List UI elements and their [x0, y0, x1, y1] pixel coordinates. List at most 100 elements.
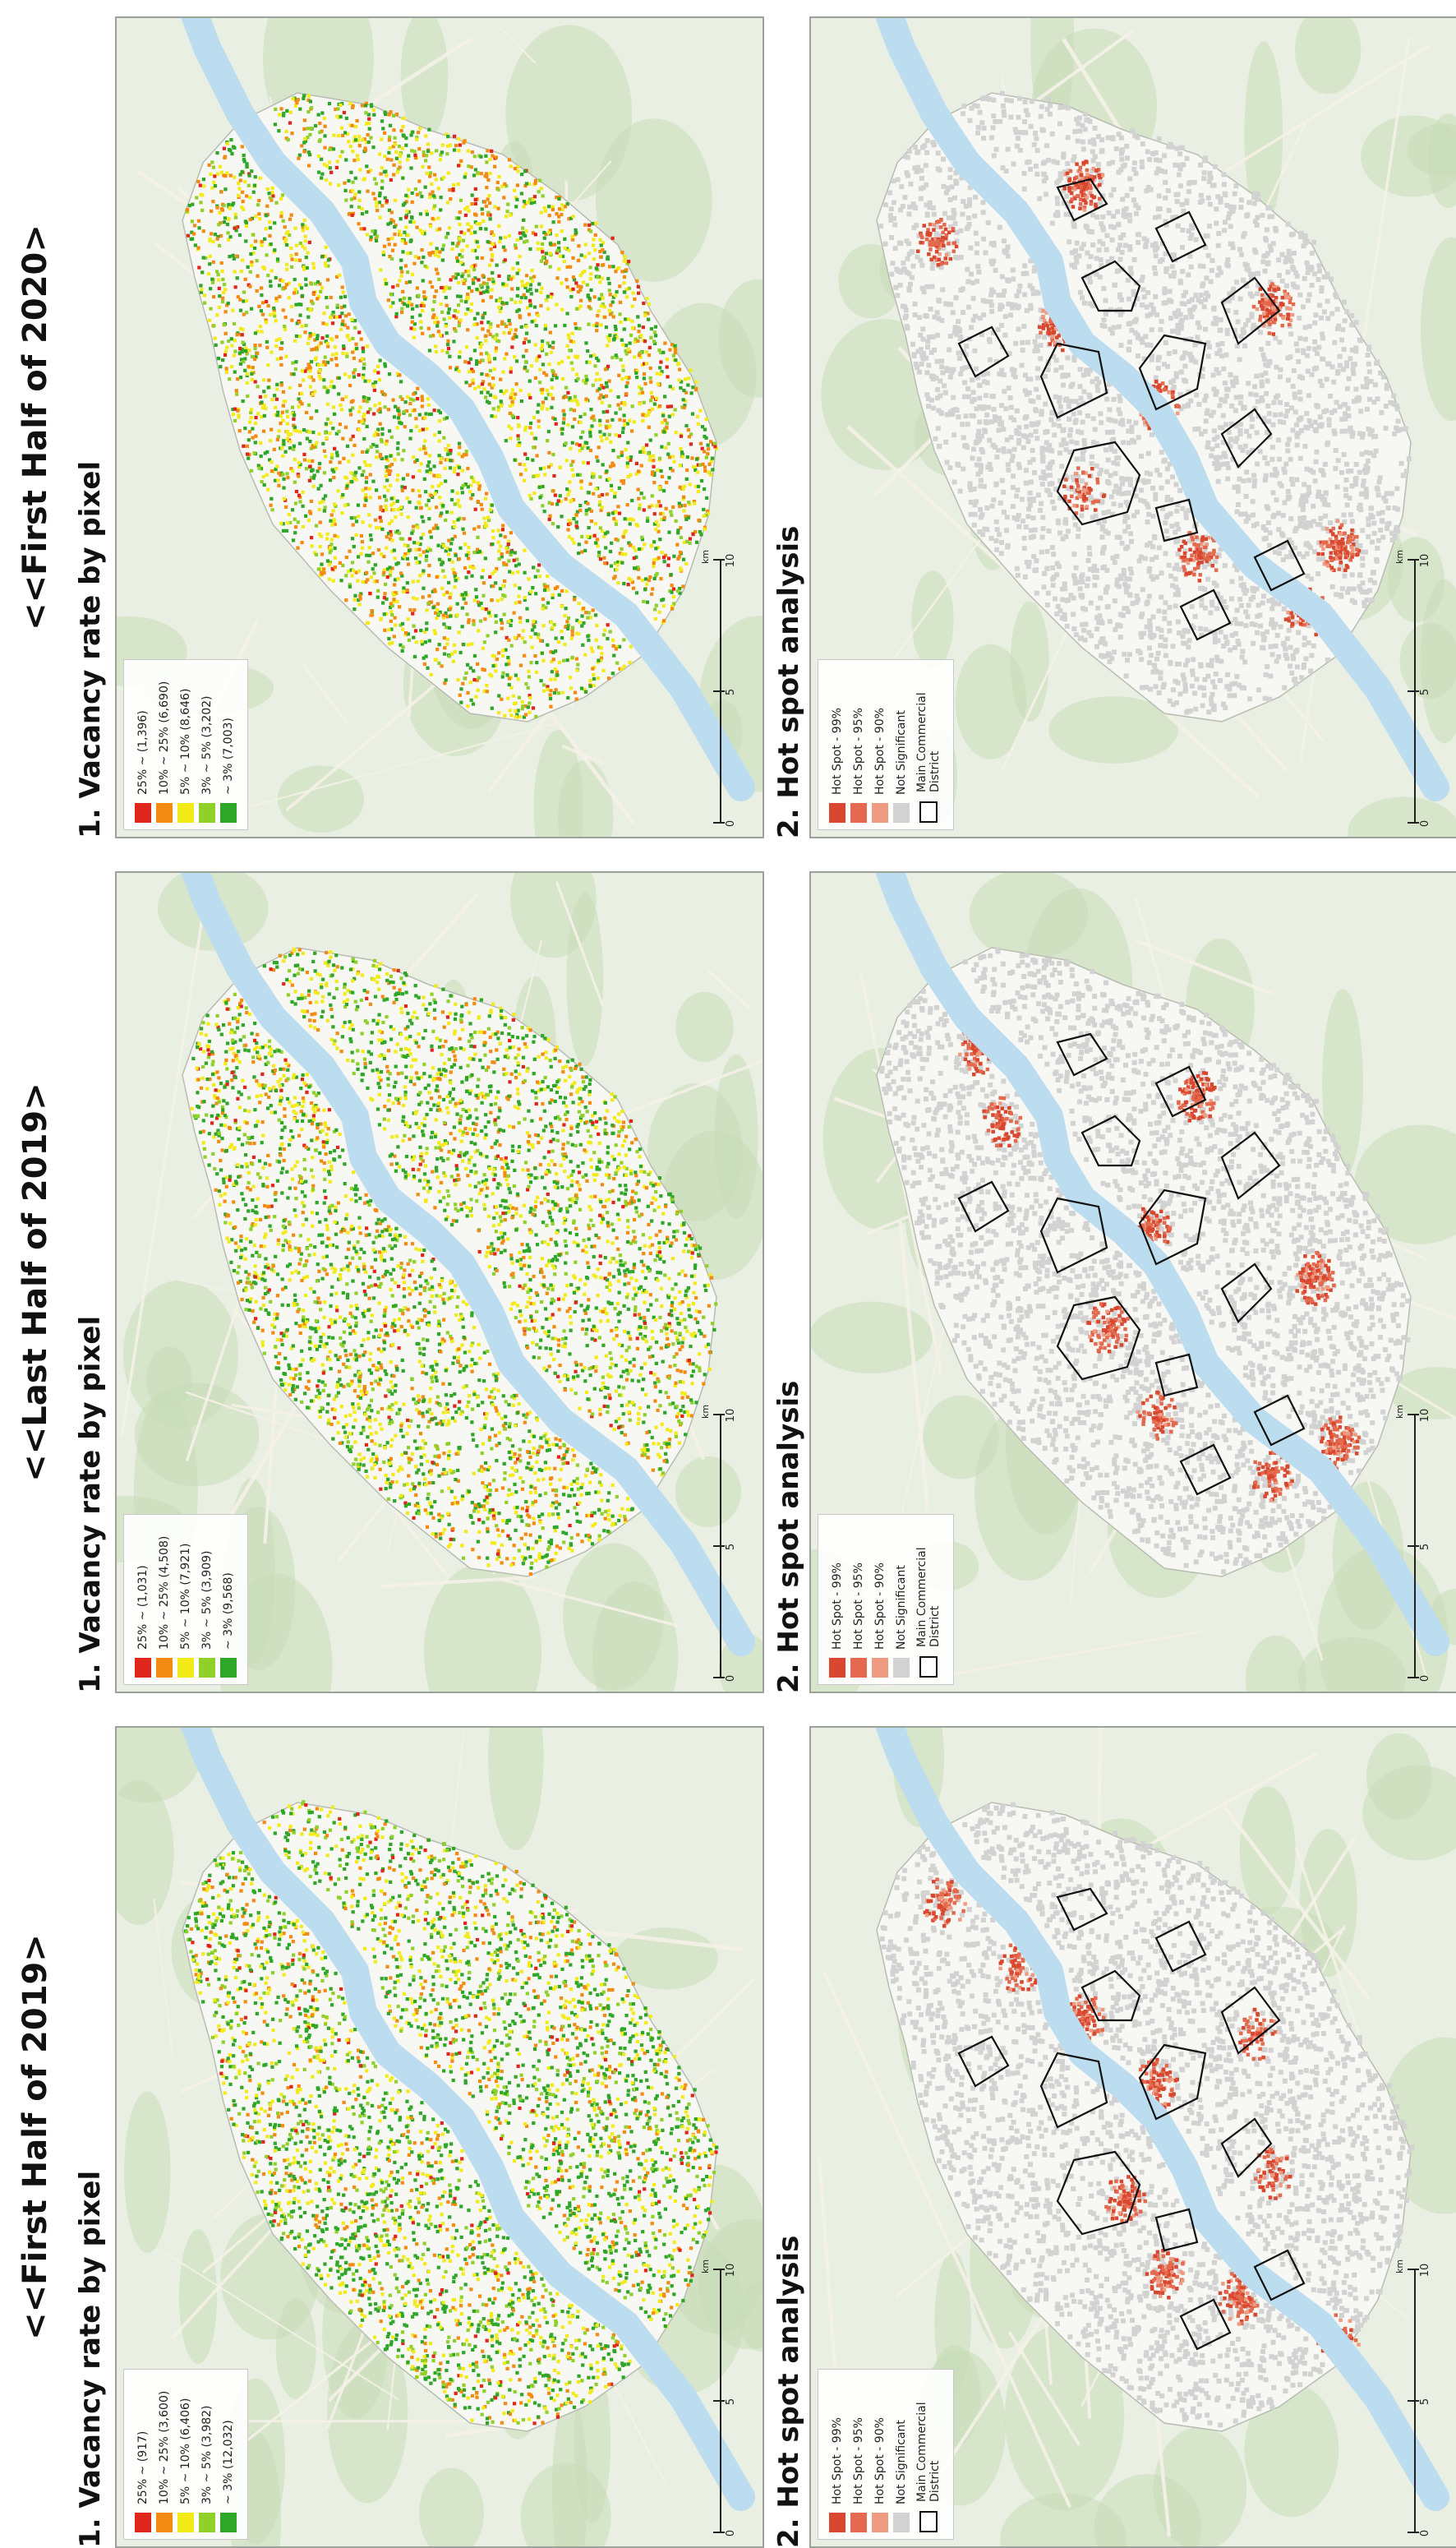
- vacancy-pixel: [596, 1992, 600, 1997]
- vacancy-pixel: [516, 2064, 520, 2068]
- vacancy-pixel: [412, 2302, 417, 2306]
- vacancy-pixel: [677, 1441, 682, 1445]
- vacancy-pixel: [206, 1952, 210, 1956]
- vacancy-pixel: [205, 1904, 209, 1908]
- vacancy-pixel: [586, 1983, 590, 1987]
- vacancy-pixel: [317, 1379, 321, 1383]
- vacancy-pixel: [412, 2012, 416, 2017]
- vacancy-pixel: [288, 2015, 293, 2019]
- vacancy-pixel: [333, 1882, 338, 1886]
- vacancy-pixel: [220, 1105, 225, 1109]
- vacancy-pixel: [552, 2378, 556, 2382]
- vacancy-pixel: [361, 2209, 366, 2213]
- vacancy-pixel: [539, 2335, 543, 2339]
- vacancy-pixel: [564, 2223, 569, 2227]
- vacancy-pixel: [481, 2406, 486, 2410]
- vacancy-pixel: [530, 2338, 535, 2343]
- vacancy-pixel: [376, 1082, 380, 1086]
- vacancy-pixel: [486, 1027, 491, 1031]
- vacancy-pixel: [337, 2163, 341, 2167]
- vacancy-pixel: [363, 1810, 367, 1814]
- vacancy-pixel: [245, 2095, 249, 2100]
- vacancy-pixel: [595, 2333, 600, 2337]
- vacancy-pixel: [348, 2263, 352, 2267]
- vacancy-pixel: [352, 2185, 357, 2190]
- vacancy-pixel: [286, 2086, 290, 2090]
- vacancy-pixel: [338, 1863, 343, 1867]
- vacancy-pixel: [555, 2192, 559, 2196]
- vacancy-pixel: [500, 2281, 505, 2285]
- vacancy-pixel: [546, 2387, 551, 2391]
- vacancy-pixel: [612, 1176, 616, 1181]
- vacancy-pixel: [283, 1849, 288, 1853]
- vacancy-pixel: [330, 2130, 334, 2134]
- vacancy-pixel: [374, 2301, 378, 2306]
- vacancy-pixel: [568, 2081, 573, 2086]
- vacancy-pixel: [445, 2360, 449, 2365]
- vacancy-pixel: [553, 2137, 558, 2141]
- vacancy-pixel: [222, 1944, 227, 1948]
- vacancy-pixel: [538, 2195, 542, 2200]
- vacancy-pixel: [365, 2069, 369, 2073]
- vacancy-pixel: [245, 1903, 249, 1907]
- vacancy-pixel: [403, 1856, 408, 1861]
- vacancy-pixel: [387, 2153, 391, 2158]
- vacancy-pixel: [419, 2257, 424, 2261]
- vacancy-pixel: [460, 1990, 465, 1994]
- vacancy-pixel: [422, 1954, 426, 1958]
- vacancy-pixel: [652, 2163, 656, 2167]
- vacancy-pixel: [587, 2114, 591, 2118]
- vacancy-pixel: [609, 2112, 613, 2116]
- vacancy-pixel: [228, 2082, 233, 2087]
- vacancy-pixel: [347, 2107, 351, 2111]
- vacancy-pixel: [537, 1950, 541, 1955]
- vacancy-pixel: [357, 2228, 361, 2233]
- vacancy-pixel: [557, 1984, 561, 1989]
- vacancy-pixel: [281, 2144, 285, 2149]
- vacancy-pixel: [295, 2029, 299, 2033]
- vacancy-pixel: [376, 2168, 381, 2172]
- vacancy-pixel: [268, 2190, 272, 2195]
- vacancy-pixel: [462, 2383, 466, 2387]
- vacancy-pixel: [532, 1973, 537, 1977]
- vacancy-pixel: [655, 2093, 659, 2098]
- vacancy-pixel: [590, 2037, 594, 2041]
- vacancy-pixel: [623, 2246, 627, 2251]
- vacancy-pixel: [587, 2185, 592, 2189]
- vacancy-pixel: [287, 2213, 291, 2217]
- vacancy-pixel: [507, 2314, 511, 2318]
- vacancy-pixel: [468, 2255, 472, 2260]
- vacancy-pixel: [552, 2368, 557, 2373]
- vacancy-pixel: [315, 1998, 319, 2002]
- vacancy-pixel: [495, 1874, 500, 1878]
- vacancy-pixel: [536, 2204, 540, 2209]
- vacancy-pixel: [573, 2023, 577, 2027]
- vacancy-pixel: [693, 1317, 698, 1321]
- vacancy-pixel: [377, 1038, 381, 1042]
- vacancy-pixel: [355, 1846, 359, 1850]
- vacancy-pixel: [514, 2261, 518, 2265]
- vacancy-pixel: [611, 2124, 615, 2128]
- vacancy-pixel: [601, 2023, 606, 2027]
- vacancy-pixel: [404, 1885, 408, 1889]
- vacancy-pixel: [336, 1201, 340, 1205]
- vacancy-pixel: [302, 1981, 306, 1985]
- vacancy-pixel: [626, 2362, 630, 2366]
- vacancy-pixel: [251, 2158, 255, 2162]
- vacancy-pixel: [337, 2158, 341, 2163]
- vacancy-pixel: [495, 2333, 499, 2338]
- vacancy-pixel: [270, 2061, 274, 2066]
- vacancy-pixel: [604, 1964, 608, 1968]
- vacancy-pixel: [387, 2158, 391, 2163]
- vacancy-pixel: [515, 1972, 519, 1976]
- vacancy-pixel: [635, 1346, 640, 1350]
- vacancy-pixel: [580, 2083, 585, 2087]
- vacancy-pixel: [553, 1964, 557, 1969]
- vacancy-pixel: [310, 2145, 314, 2149]
- vacancy-pixel: [367, 2296, 371, 2301]
- vacancy-pixel: [586, 2001, 590, 2005]
- vacancy-pixel: [492, 1903, 496, 1907]
- vacancy-pixel: [496, 2314, 501, 2318]
- vacancy-pixel: [327, 1872, 331, 1876]
- vacancy-pixel: [318, 1344, 322, 1349]
